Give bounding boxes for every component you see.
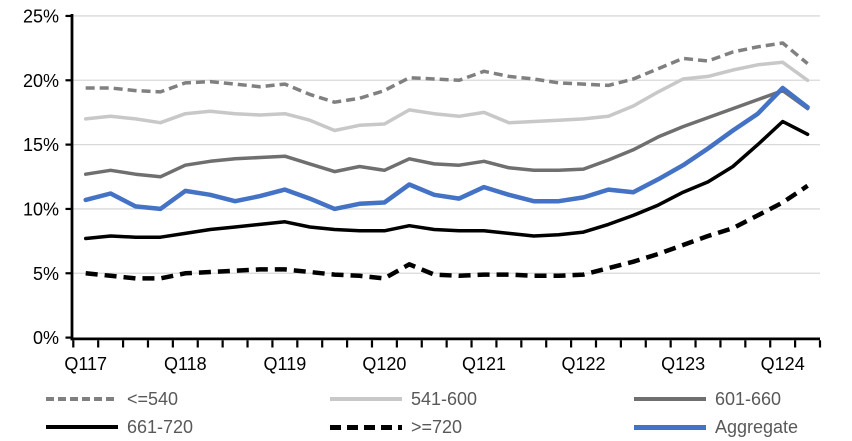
axes xyxy=(65,14,822,348)
y-tick-label: 15% xyxy=(23,135,59,155)
x-tick-label: Q123 xyxy=(661,354,705,374)
series-line-5 xyxy=(83,85,810,212)
legend-item-601-660: 601-660 xyxy=(634,389,846,410)
series-line-4 xyxy=(85,183,809,281)
x-tick-label: Q121 xyxy=(462,354,506,374)
legend-item-661-720: 661-720 xyxy=(46,417,330,438)
series-lines xyxy=(83,41,810,281)
x-tick-label: Q118 xyxy=(164,354,207,374)
legend-label: 661-720 xyxy=(127,416,194,437)
y-tick-label: 5% xyxy=(33,264,59,284)
legend-swatch-661-720 xyxy=(46,425,118,429)
x-tick-label: Q122 xyxy=(561,354,605,374)
gridlines xyxy=(73,15,820,274)
y-tick-label: 0% xyxy=(33,328,59,348)
legend-label: 601-660 xyxy=(715,388,782,409)
legend-label: 541-600 xyxy=(411,388,478,409)
legend-swatch-541-600 xyxy=(330,397,402,401)
legend-item-ge720: >=720 xyxy=(330,417,634,438)
series-line-2 xyxy=(83,88,810,179)
y-tick-label: 10% xyxy=(23,200,59,220)
y-tick-label: 25% xyxy=(23,7,59,27)
legend-label: <=540 xyxy=(127,388,179,409)
legend-label: Aggregate xyxy=(715,416,799,437)
x-tick-label: Q120 xyxy=(362,354,406,374)
legend-swatch-601-660 xyxy=(634,397,706,401)
legend-swatch-le540 xyxy=(46,397,118,401)
series-line-0 xyxy=(85,41,809,104)
legend-swatch-aggregate xyxy=(634,424,706,430)
legend-item-aggregate: Aggregate xyxy=(634,417,846,438)
series-line-1 xyxy=(83,60,810,133)
legend-item-541-600: 541-600 xyxy=(330,389,634,410)
y-tick-label: 20% xyxy=(23,71,59,91)
series-line-3 xyxy=(83,119,810,241)
x-tick-label: Q119 xyxy=(264,354,307,374)
legend-label: >=720 xyxy=(411,416,463,437)
legend-item-le540: <=540 xyxy=(46,389,330,410)
y-axis-tick-labels: 0% 5% 10% 15% 20% 25% xyxy=(23,7,59,349)
x-tick-label: Q124 xyxy=(761,354,805,374)
x-axis-tick-labels: Q117 Q118 Q119 Q120 Q121 Q122 Q123 Q124 xyxy=(64,354,804,374)
chart-plot-area: 0% 5% 10% 15% 20% 25% Q117 Q118 Q119 Q12… xyxy=(23,7,822,374)
chart-legend: <=540 541-600 601-660 661-720 >=720 Aggr… xyxy=(46,385,846,441)
x-tick-label: Q117 xyxy=(64,354,107,374)
legend-swatch-ge720 xyxy=(330,424,402,430)
